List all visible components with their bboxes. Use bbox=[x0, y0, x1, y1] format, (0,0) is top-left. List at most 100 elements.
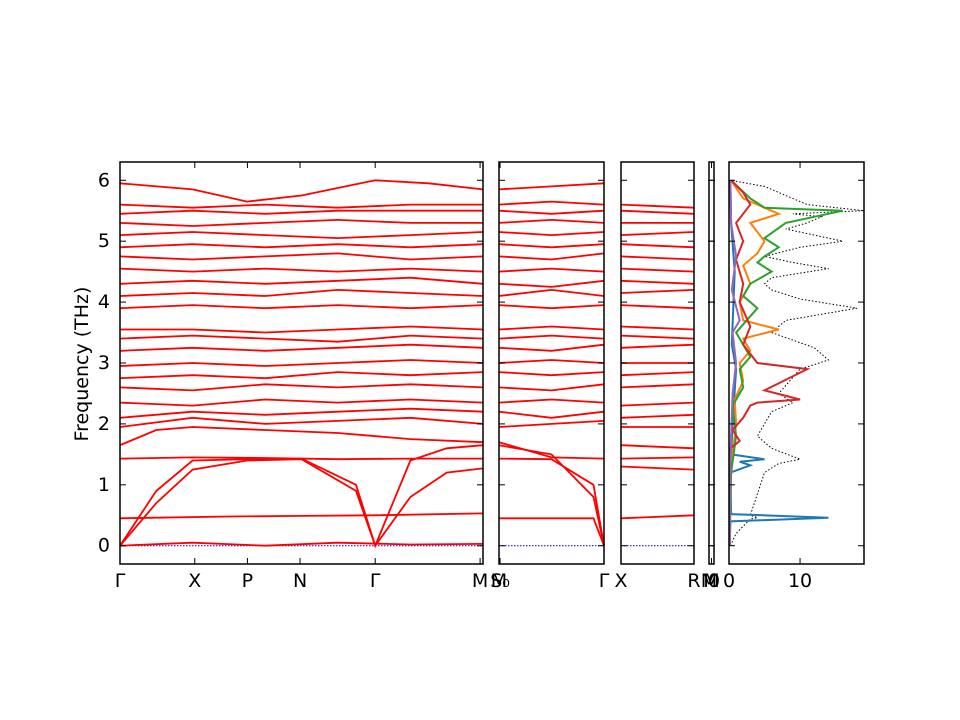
y-tick-label: 1 bbox=[98, 474, 110, 496]
band-line bbox=[119, 426, 484, 447]
x-tick-label: P bbox=[242, 570, 253, 592]
y-axis-label: Frequency (THz) bbox=[71, 287, 93, 442]
band-line bbox=[620, 401, 695, 407]
band-line bbox=[620, 334, 695, 340]
band-line bbox=[498, 343, 605, 352]
band-line bbox=[498, 252, 605, 261]
band-line bbox=[119, 512, 484, 520]
band-line bbox=[498, 279, 605, 288]
band-line bbox=[498, 398, 605, 404]
band-line bbox=[119, 398, 484, 407]
band-line bbox=[119, 407, 484, 419]
band-line bbox=[498, 371, 605, 377]
band-line bbox=[498, 359, 605, 364]
x-tick-label: Γ bbox=[599, 570, 610, 592]
band-line bbox=[620, 279, 695, 285]
band-line bbox=[620, 203, 695, 209]
band-line bbox=[620, 413, 695, 419]
x-tick-label: 0 bbox=[723, 570, 735, 592]
y-tick-label: 4 bbox=[98, 291, 110, 313]
band-line bbox=[498, 383, 605, 392]
band-line bbox=[620, 343, 695, 349]
band-line bbox=[119, 541, 484, 547]
panel-2: MS₀ Γ bbox=[490, 161, 610, 592]
panel-frame bbox=[708, 161, 715, 565]
dos-series-line bbox=[728, 179, 782, 546]
band-line bbox=[498, 457, 605, 546]
x-tick-label: M bbox=[703, 570, 719, 592]
band-line bbox=[620, 304, 695, 310]
band-line bbox=[119, 267, 484, 273]
panel-4: MM0 bbox=[701, 161, 720, 592]
band-line bbox=[119, 383, 484, 392]
y-tick-label: 2 bbox=[98, 413, 110, 435]
band-line bbox=[119, 456, 483, 461]
band-line bbox=[119, 209, 483, 215]
x-tick-label: Γ bbox=[370, 570, 381, 592]
band-line bbox=[620, 267, 695, 273]
band-line bbox=[498, 288, 605, 297]
band-line bbox=[620, 371, 695, 377]
x-tick-label: N bbox=[293, 570, 307, 592]
band-line bbox=[498, 243, 605, 249]
band-line bbox=[620, 444, 695, 450]
band-line bbox=[119, 304, 484, 310]
dos-series-line bbox=[728, 179, 811, 546]
panel-frame bbox=[119, 161, 484, 565]
y-tick-label: 3 bbox=[98, 352, 110, 374]
band-line bbox=[120, 325, 484, 334]
x-tick-label: M bbox=[472, 570, 488, 592]
x-tick-label: M bbox=[701, 570, 717, 592]
band-line bbox=[119, 371, 484, 380]
panel-frame bbox=[620, 161, 695, 565]
band-line bbox=[498, 444, 605, 546]
band-line bbox=[499, 517, 605, 547]
x-tick-label: 10 bbox=[788, 570, 812, 592]
band-line bbox=[620, 456, 695, 460]
band-line bbox=[620, 289, 695, 294]
x-tick-label: X bbox=[614, 570, 627, 592]
band-line bbox=[119, 243, 484, 249]
band-line bbox=[620, 465, 695, 471]
band-line bbox=[498, 182, 605, 191]
panel-5: 0 10 bbox=[723, 161, 865, 592]
band-line bbox=[498, 200, 605, 206]
band-line bbox=[620, 231, 695, 236]
y-tick-label: 6 bbox=[98, 169, 110, 191]
x-tick-label: S₀ bbox=[490, 570, 510, 592]
x-tick-label: 0 bbox=[708, 570, 720, 592]
band-line bbox=[498, 231, 605, 237]
band-line bbox=[498, 209, 605, 215]
dos-series-line bbox=[728, 179, 843, 546]
band-line bbox=[119, 288, 484, 297]
band-line bbox=[119, 252, 484, 261]
dos-series-line bbox=[729, 179, 865, 546]
band-line bbox=[119, 218, 483, 227]
band-line bbox=[119, 231, 484, 240]
y-tick-label: 5 bbox=[98, 230, 110, 252]
band-line bbox=[119, 359, 484, 367]
band-line bbox=[620, 383, 695, 389]
x-tick-label: X bbox=[188, 570, 201, 592]
band-line bbox=[498, 325, 605, 331]
panel-frame bbox=[498, 161, 605, 565]
band-line bbox=[620, 243, 695, 249]
band-line bbox=[620, 255, 695, 261]
band-line bbox=[620, 514, 695, 520]
band-line bbox=[498, 304, 605, 310]
band-line bbox=[119, 416, 484, 428]
band-line bbox=[119, 203, 483, 209]
band-line bbox=[119, 334, 484, 343]
band-line bbox=[498, 441, 605, 460]
band-line bbox=[498, 218, 605, 224]
band-line bbox=[119, 276, 484, 285]
band-line bbox=[498, 267, 605, 273]
band-line bbox=[498, 420, 605, 428]
band-line bbox=[119, 444, 484, 549]
y-tick-label: 0 bbox=[98, 535, 110, 557]
x-tick-label: R bbox=[687, 570, 700, 592]
band-line bbox=[498, 334, 605, 340]
band-line bbox=[119, 179, 484, 203]
